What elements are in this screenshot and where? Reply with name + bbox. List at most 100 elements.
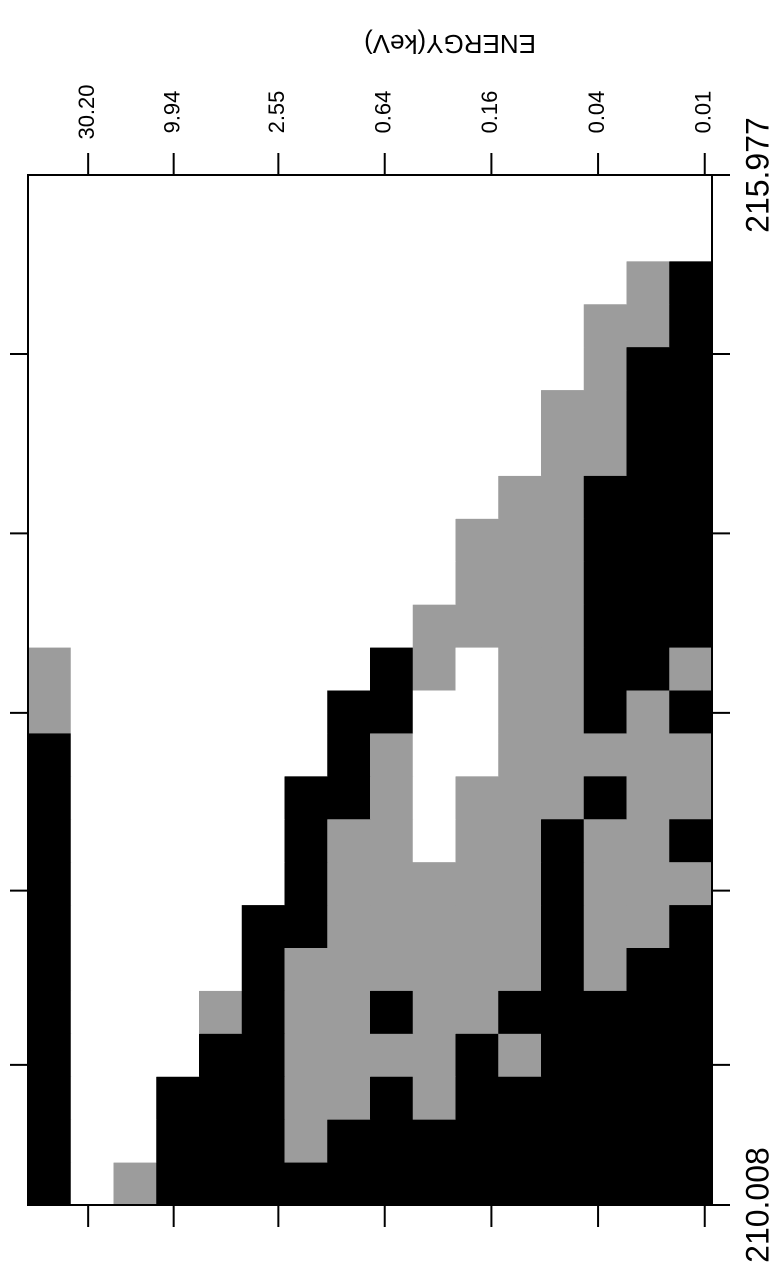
heatmap-cell xyxy=(327,1162,371,1206)
heatmap-cell xyxy=(156,561,200,605)
heatmap-cell xyxy=(28,518,72,562)
heatmap-cell xyxy=(199,346,243,391)
heatmap-cell xyxy=(455,518,499,562)
heatmap-cell xyxy=(113,861,157,906)
heatmap-cell xyxy=(70,947,114,991)
heatmap-cell xyxy=(583,303,627,348)
heatmap-cell xyxy=(284,175,328,219)
heatmap-cell xyxy=(498,561,542,605)
heatmap-cell xyxy=(669,1162,713,1206)
heatmap-cell xyxy=(156,775,200,820)
heatmap-cell xyxy=(370,1076,414,1120)
heatmap-cell xyxy=(156,818,200,863)
heatmap-cell xyxy=(370,561,414,605)
heatmap-cell xyxy=(327,518,371,562)
heatmap-cell xyxy=(669,389,713,433)
heatmap-cell xyxy=(541,1076,585,1120)
heatmap-cell xyxy=(241,1076,285,1120)
heatmap-cell xyxy=(199,904,243,948)
heatmap-cell xyxy=(669,475,713,519)
heatmap-cell xyxy=(370,990,414,1034)
heatmap-cell xyxy=(284,690,328,734)
heatmap-cell xyxy=(626,518,670,562)
heatmap-cell xyxy=(370,303,414,348)
heatmap-cell xyxy=(541,518,585,562)
heatmap-cell xyxy=(583,604,627,648)
heatmap-cell xyxy=(241,775,285,820)
heatmap-cell xyxy=(498,732,542,777)
heatmap-cell xyxy=(28,346,72,391)
heatmap-cell xyxy=(412,947,456,991)
heatmap-cell xyxy=(412,647,456,691)
heatmap-cell xyxy=(241,1119,285,1163)
heatmap-cell xyxy=(199,990,243,1034)
heatmap-cell xyxy=(583,217,627,262)
heatmap-cell xyxy=(327,432,371,476)
heatmap-cell xyxy=(113,260,157,305)
heatmap-cell xyxy=(541,818,585,863)
heatmap-cell xyxy=(370,775,414,820)
heatmap-cell xyxy=(583,432,627,476)
heatmap-cell xyxy=(455,690,499,734)
heatmap-cell xyxy=(113,303,157,348)
heatmap-cell xyxy=(113,904,157,948)
heatmap-cell xyxy=(156,732,200,777)
heatmap-cell xyxy=(28,1033,72,1077)
heatmap-cell xyxy=(498,303,542,348)
heatmap-cell xyxy=(498,432,542,476)
heatmap-cell xyxy=(327,647,371,691)
heatmap-cell xyxy=(327,389,371,433)
heatmap-cell xyxy=(498,947,542,991)
heatmap-cell xyxy=(327,990,371,1034)
heatmap-cell xyxy=(241,475,285,519)
heatmap-cell xyxy=(70,432,114,476)
heatmap-cell xyxy=(241,947,285,991)
heatmap-cell xyxy=(498,690,542,734)
heatmap-cell xyxy=(156,346,200,391)
heatmap-cell xyxy=(28,990,72,1034)
heatmap-cell xyxy=(28,604,72,648)
heatmap-cell xyxy=(284,775,328,820)
heatmap-cell xyxy=(455,732,499,777)
heatmap-cell xyxy=(626,217,670,262)
heatmap-cell xyxy=(583,346,627,391)
heatmap-cell xyxy=(284,475,328,519)
heatmap-cell xyxy=(669,175,713,219)
heatmap-cell xyxy=(541,647,585,691)
heatmap-cell xyxy=(498,260,542,305)
heatmap-cell xyxy=(370,947,414,991)
heatmap-cell xyxy=(626,990,670,1034)
heatmap-cell xyxy=(583,175,627,219)
x-tick-label: 215.977 xyxy=(739,117,775,233)
heatmap-cell xyxy=(583,904,627,948)
heatmap-cell xyxy=(412,217,456,262)
heatmap xyxy=(28,175,713,1206)
heatmap-cell xyxy=(370,604,414,648)
heatmap-cell xyxy=(412,604,456,648)
heatmap-cell xyxy=(241,1162,285,1206)
heatmap-cell xyxy=(669,1033,713,1077)
heatmap-cell xyxy=(28,561,72,605)
heatmap-cell xyxy=(626,260,670,305)
heatmap-cell xyxy=(583,732,627,777)
heatmap-cell xyxy=(498,346,542,391)
heatmap-cell xyxy=(284,432,328,476)
heatmap-cell xyxy=(541,175,585,219)
heatmap-cell xyxy=(70,217,114,262)
heatmap-cell xyxy=(241,604,285,648)
heatmap-cell xyxy=(541,389,585,433)
heatmap-cell xyxy=(284,990,328,1034)
plot-frame xyxy=(27,174,713,1206)
heatmap-cell xyxy=(626,389,670,433)
heatmap-cell xyxy=(113,775,157,820)
heatmap-cell xyxy=(156,1076,200,1120)
heatmap-cell xyxy=(199,432,243,476)
heatmap-cell xyxy=(455,432,499,476)
heatmap-cell xyxy=(156,175,200,219)
heatmap-cell xyxy=(28,389,72,433)
heatmap-cell xyxy=(370,346,414,391)
heatmap-cell xyxy=(70,1076,114,1120)
heatmap-cell xyxy=(113,475,157,519)
heatmap-cell xyxy=(113,947,157,991)
heatmap-cell xyxy=(199,647,243,691)
